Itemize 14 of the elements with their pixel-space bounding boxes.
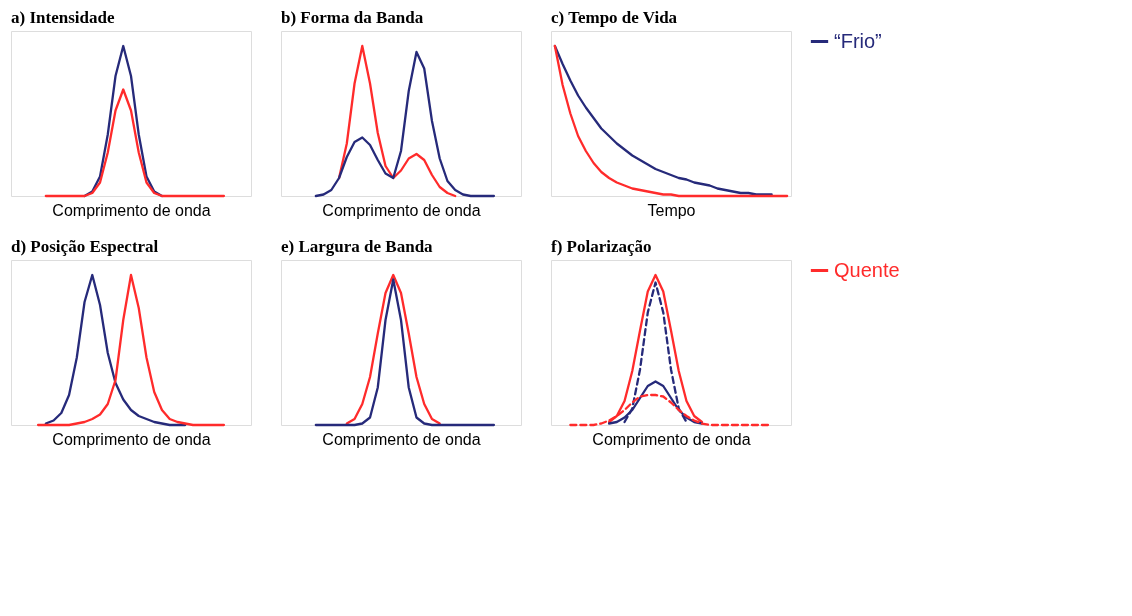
chart-title: d) Posição Espectral (11, 237, 159, 256)
x-axis-title: Tempo (647, 201, 696, 219)
x-axis-title: Comprimento de onda (592, 430, 751, 448)
x-axis-title: Comprimento de onda (322, 201, 481, 219)
chart-title: e) Largura de Banda (281, 237, 434, 256)
chart-title: a) Intensidade (11, 8, 115, 27)
x-axis-title: Comprimento de onda (322, 430, 481, 448)
chart-title: f) Polarização (551, 237, 652, 256)
legend-label: “Frio” (834, 29, 882, 52)
chart-title: b) Forma da Banda (281, 8, 424, 27)
x-axis-title: Comprimento de onda (52, 201, 211, 219)
x-axis-title: Comprimento de onda (52, 430, 211, 448)
chart-title: c) Tempo de Vida (551, 8, 678, 27)
legend-label: Quente (834, 258, 900, 281)
